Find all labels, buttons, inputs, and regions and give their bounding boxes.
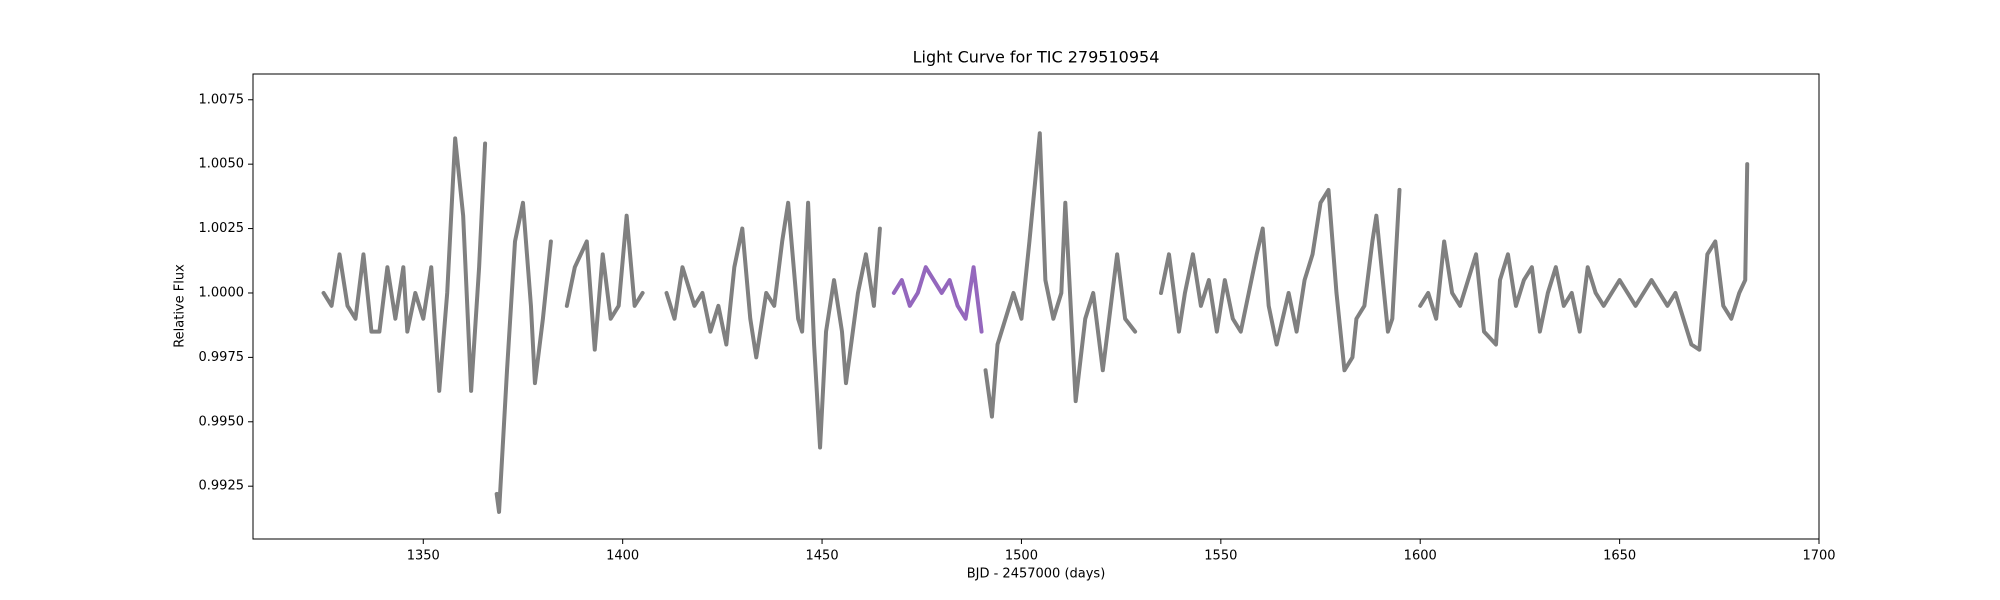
y-tick-label: 1.0025 (199, 221, 245, 236)
flux-line (891, 265, 984, 334)
plot-frame (252, 73, 1820, 540)
x-tick-label: 1400 (606, 549, 639, 564)
y-tick-label: 0.9975 (199, 350, 245, 365)
y-tick-label: 0.9925 (199, 479, 245, 494)
y-tick-label: 1.0075 (199, 92, 245, 107)
y-axis-label: Relative Flux (173, 264, 188, 348)
x-tick-label: 1550 (1204, 549, 1237, 564)
y-tick-label: 0.9950 (199, 414, 245, 429)
x-tick-label: 1500 (1005, 549, 1038, 564)
y-tick-label: 1.0000 (199, 285, 245, 300)
x-tick-label: 1350 (407, 549, 440, 564)
x-tick-label: 1700 (1802, 549, 1835, 564)
x-tick-label: 1450 (806, 549, 839, 564)
x-axis-label: BJD - 2457000 (days) (967, 567, 1106, 582)
flux-line (321, 131, 1750, 514)
x-tick-label: 1600 (1404, 549, 1437, 564)
chart-title: Light Curve for TIC 279510954 (913, 48, 1160, 67)
x-tick-label: 1650 (1603, 549, 1636, 564)
y-tick-label: 1.0050 (199, 157, 245, 172)
